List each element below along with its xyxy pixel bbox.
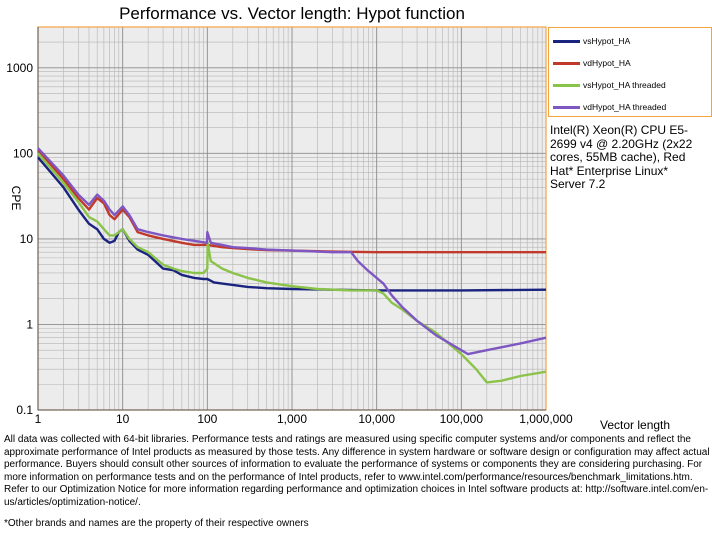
legend-swatch <box>553 62 580 66</box>
legend-label: vdHypot_HA <box>583 58 631 68</box>
disclaimer-footnote: All data was collected with 64-bit libra… <box>4 434 710 508</box>
x-axis-label: Vector length <box>600 418 670 432</box>
y-tick-label: 0.1 <box>16 403 33 417</box>
legend-label: vsHypot_HA <box>583 36 631 46</box>
legend-label: vdHypot_HA threaded <box>583 102 667 112</box>
legend-item: vsHypot_HA threaded <box>553 79 666 91</box>
x-tick-label: 100 <box>197 412 217 426</box>
y-tick-label: 100 <box>13 146 33 160</box>
x-tick-label: 1,000,000 <box>519 412 573 426</box>
chart-plot: 1 10 100 1,000 10,000 100,000 1,000,0000.11101… <box>6 26 670 432</box>
legend-swatch <box>553 40 580 44</box>
trademark-note: *Other brands and names are the property… <box>4 518 309 529</box>
legend-label: vsHypot_HA threaded <box>583 80 666 90</box>
x-tick-label: 10 <box>116 412 130 426</box>
y-tick-label: 10 <box>20 232 34 246</box>
y-axis-label: CPE <box>9 186 23 211</box>
legend-item: vdHypot_HA <box>553 57 631 69</box>
chart-legend: vsHypot_HA vdHypot_HA vsHypot_HA threaded v… <box>548 27 712 117</box>
series-line-3 <box>37 152 547 384</box>
chart-title: Performance vs. Vector length: Hypot fun… <box>119 4 465 23</box>
y-tick-label: 1 <box>26 317 33 331</box>
x-tick-label: 10,000 <box>358 412 395 426</box>
legend-swatch <box>553 106 580 110</box>
legend-item: vsHypot_HA <box>553 35 630 47</box>
series-line-1 <box>37 156 547 292</box>
legend-item: vdHypot_HA threaded <box>553 101 666 113</box>
x-tick-label: 100,000 <box>440 412 484 426</box>
y-tick-label: 1000 <box>6 61 33 75</box>
x-tick-label: 1 <box>35 412 42 426</box>
legend-swatch <box>553 84 580 88</box>
x-tick-label: 1,000 <box>277 412 307 426</box>
series-line-4 <box>37 147 547 356</box>
cpu-config-note: Intel(R) Xeon(R) CPU E5-2699 v4 @ 2.20GH… <box>550 123 693 191</box>
